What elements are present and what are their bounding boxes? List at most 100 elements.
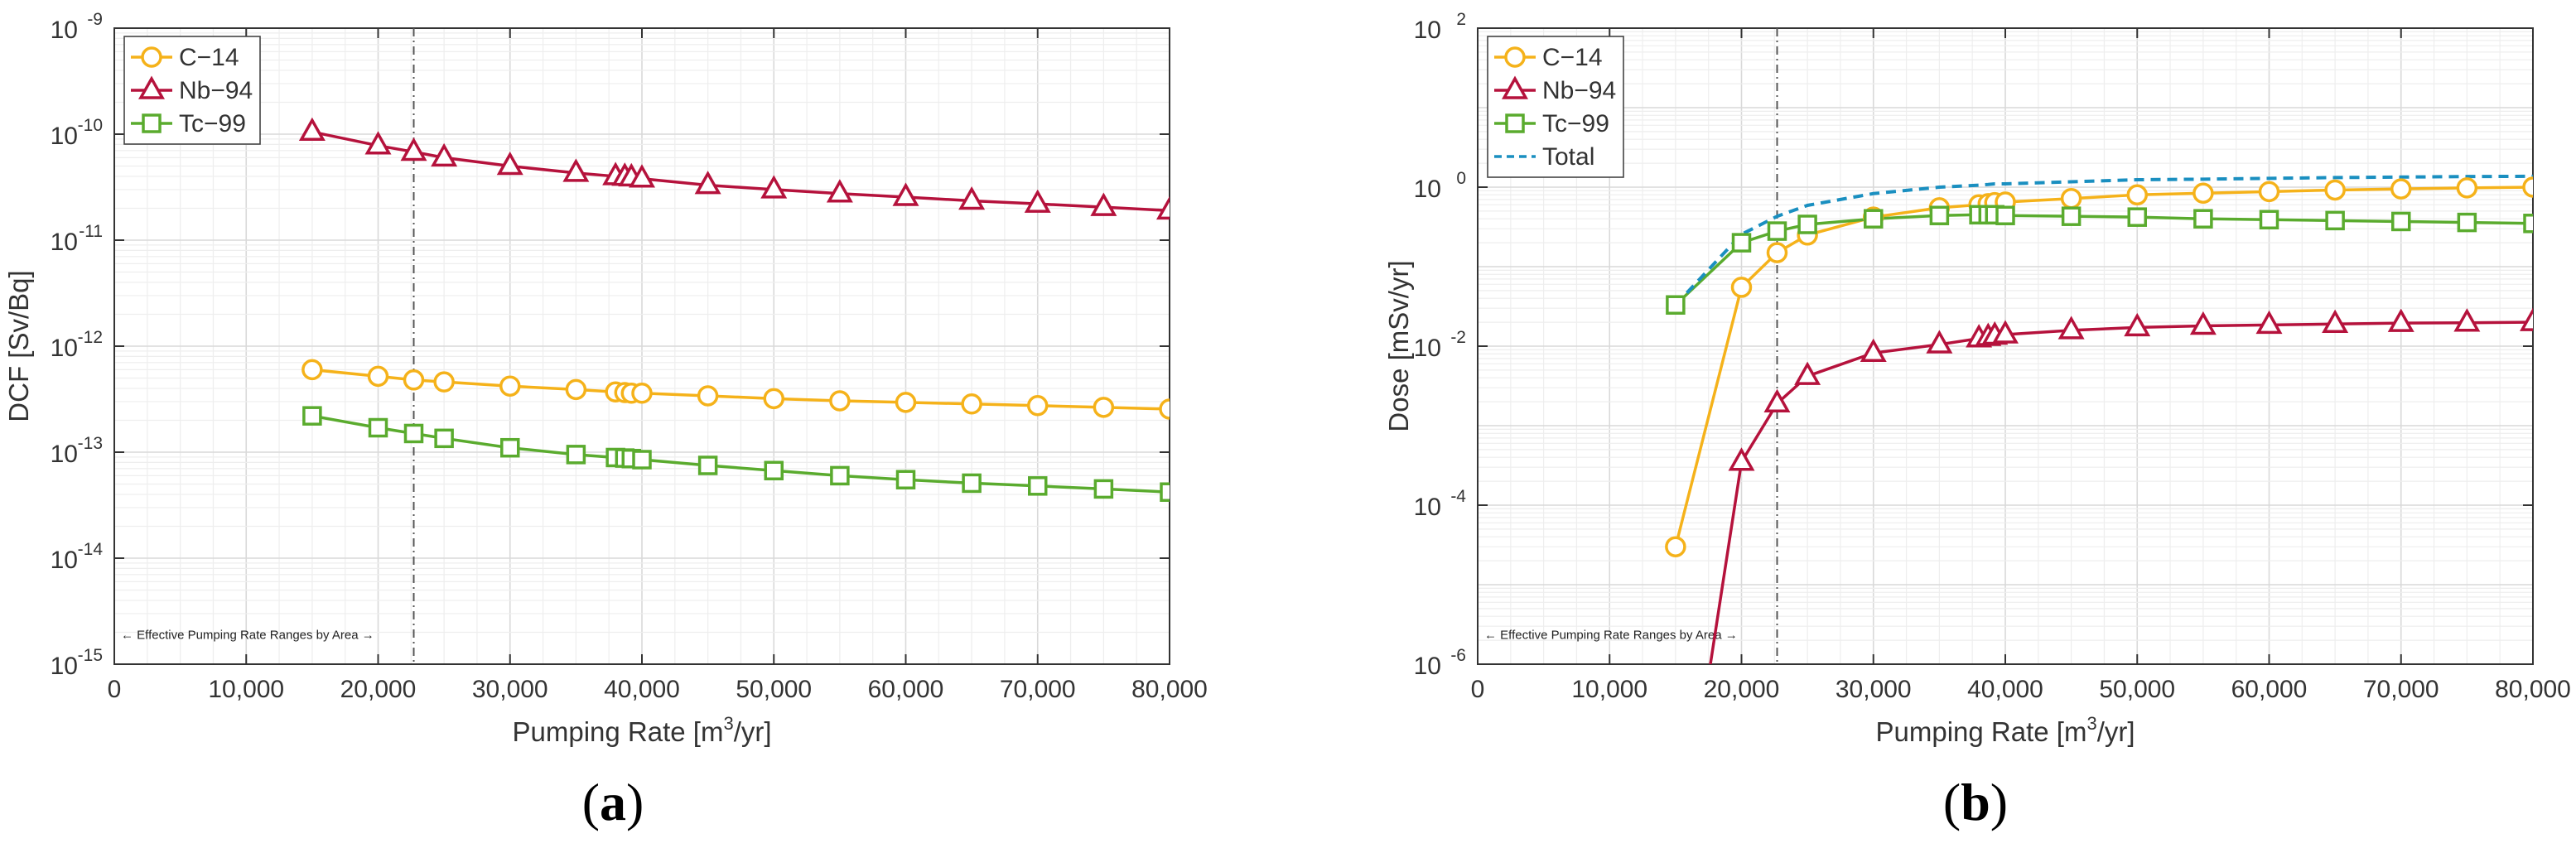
x-tick-label: 40,000 [604,676,680,703]
legend: C−14 Nb−94 Tc−99 [123,36,261,145]
data-point [961,393,982,415]
y-tick-exponent: -13 [78,434,103,453]
y-tick-exponent: -9 [87,10,103,29]
panel-label: (b) [1943,773,2008,831]
panel-label-close-paren: ) [626,773,644,831]
y-tick-exponent: -14 [78,540,104,559]
x-tick-label: 30,000 [1836,676,1912,703]
x-tick-label: 0 [108,676,122,703]
data-point [499,375,521,397]
data-point [1860,338,1887,363]
data-point [2057,316,2085,340]
data-point [1156,195,1170,220]
x-tick-label: 10,000 [208,676,284,703]
x-tick-label: 10,000 [1571,676,1647,703]
data-point [2060,187,2082,210]
data-point [1027,395,1049,417]
data-point [2457,212,2477,233]
data-point [2193,209,2213,229]
data-point [632,450,652,470]
legend-marker [138,75,165,99]
ticks [1477,27,2534,665]
panel-label-letter: b [1961,773,1990,831]
x-axis-label-main: Pumping Rate [m [1875,716,2086,747]
x-tick-label: 70,000 [2363,676,2439,703]
y-tick-label: 10 [1414,494,1441,521]
data-point [403,369,425,391]
data-point [760,175,788,199]
data-point [763,388,784,410]
data-point [2456,177,2478,199]
data-point [962,473,982,494]
series-markers [1666,205,2533,315]
data-point [1766,242,1788,263]
data-point [764,460,784,481]
data-point [1763,388,1791,412]
y-tick-exponent: -2 [1450,328,1466,347]
range-annotation: ← Effective Pumping Rate Ranges by Area … [1484,628,1738,642]
y-tick-label: 10 [1414,335,1441,362]
y-axis-label: Dose [mSv/yr] [1383,260,1414,431]
data-point [562,158,590,182]
data-point [1024,189,1051,213]
data-point [2259,210,2279,230]
x-tick-label: 60,000 [868,676,944,703]
legend-label: Total [1542,143,1594,171]
y-tick-exponent: -4 [1450,487,1466,506]
legend-label: C−14 [1542,44,1603,71]
data-point [1090,192,1117,216]
data-point [400,137,427,161]
x-axis-label: Pumping Rate [m3/yr] [1875,713,2135,747]
data-point [500,437,520,458]
data-point [1731,233,1752,253]
x-tick-label: 30,000 [472,676,548,703]
x-tick-label: 40,000 [1967,676,2043,703]
panel-label: (a) [582,773,644,831]
data-point [1159,398,1170,420]
data-point [1926,330,1953,354]
data-point [1929,205,1950,225]
y-tick-label: 10 [51,17,78,44]
x-tick-label: 70,000 [1000,676,1076,703]
y-tick-exponent: 2 [1456,10,1466,29]
data-point [431,142,458,167]
legend-marker [141,46,162,68]
x-tick-label: 50,000 [2099,676,2175,703]
data-point [1995,205,2015,225]
data-point [368,417,388,438]
y-tick-label: 10 [51,123,78,150]
data-point [826,179,853,203]
data-point [1665,536,1686,557]
panel-label-close-paren: ) [1990,773,2008,831]
data-point [403,423,424,444]
series-markers [301,359,1170,420]
data-point [1093,397,1115,418]
data-point [566,445,586,465]
y-tick-label: 10 [1414,176,1441,203]
y-tick-label: 10 [1414,653,1441,680]
data-point [2325,210,2345,231]
x-axis-label-superscript: 3 [723,713,733,734]
data-point [2522,176,2533,198]
plot-area [298,117,1170,502]
data-point [895,470,916,489]
data-point [433,371,455,393]
data-point [1767,221,1787,241]
x-axis-label-tail: /yr] [734,716,772,747]
data-point [2390,178,2412,200]
data-point [694,171,721,195]
data-point [892,182,919,206]
data-point [1730,277,1753,298]
data-point [1797,214,1817,234]
data-point [2255,310,2283,335]
panel-label-open-paren: ( [582,773,600,831]
y-tick-exponent: 0 [1456,169,1466,188]
y-tick-label: 10 [51,547,78,574]
data-point [1728,447,1755,471]
y-tick-exponent: -11 [79,222,103,241]
data-point [302,406,322,426]
data-point [1028,476,1048,496]
data-point [1666,295,1686,315]
legend-marker [142,113,162,133]
